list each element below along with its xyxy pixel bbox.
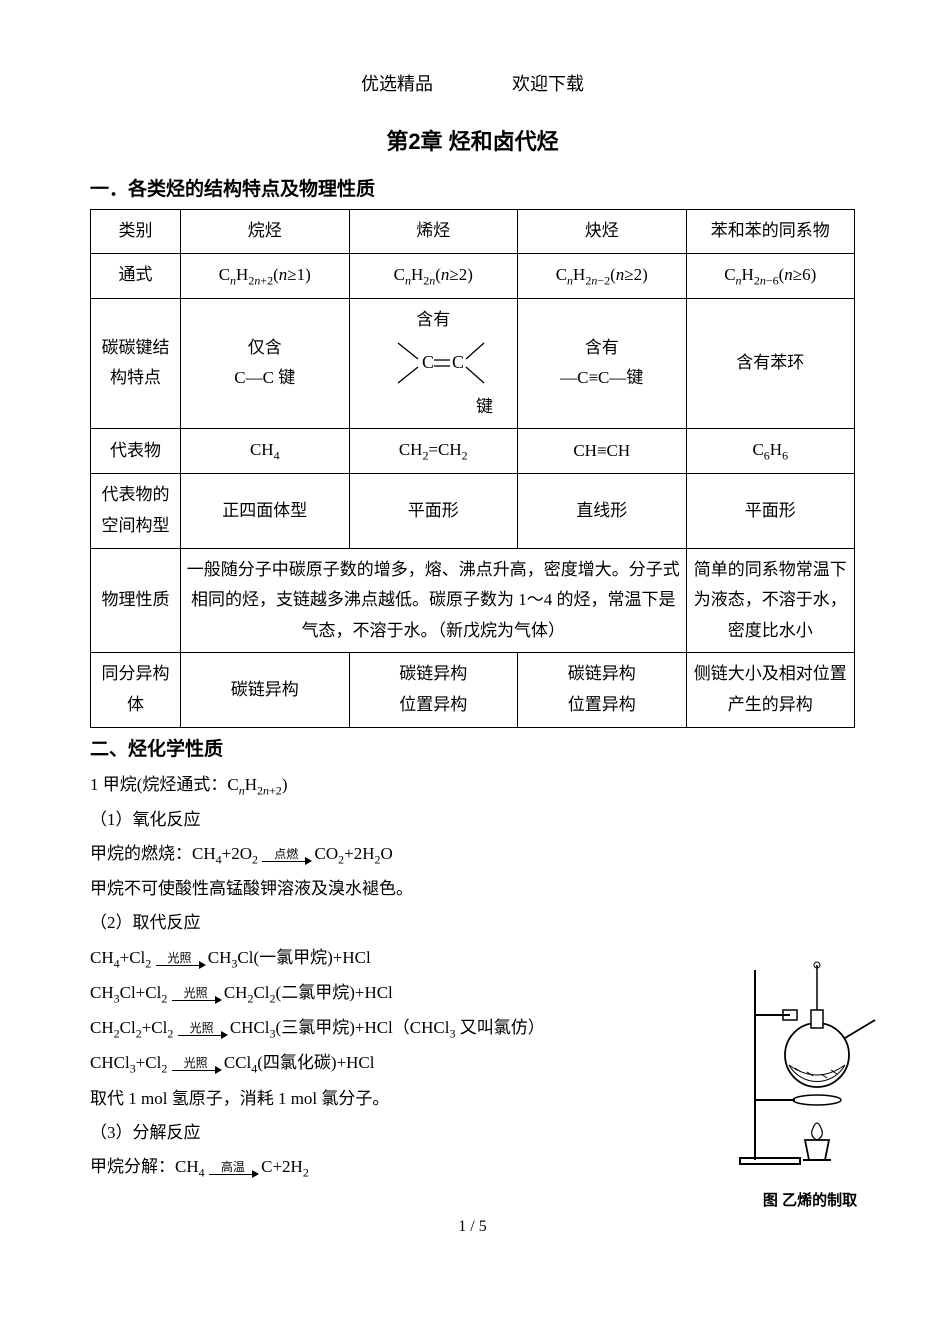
- text-line: 甲烷的燃烧：CH4+2O2 点燃 CO2+2H2O: [90, 838, 855, 871]
- double-bond-icon: C C: [378, 335, 488, 391]
- cell: 苯和苯的同系物: [686, 210, 855, 254]
- table-row: 碳碳键结构特点 仅含 C—C 键 含有 C C 键: [91, 298, 855, 429]
- cell: CnH2n−2(n≥2): [518, 253, 687, 298]
- cell: 平面形: [686, 474, 855, 548]
- cell: 简单的同系物常温下为液态，不溶于水，密度比水小: [686, 548, 855, 653]
- page-number: 1 / 5: [90, 1218, 855, 1236]
- header-left: 优选精品: [361, 70, 433, 96]
- svg-text:C: C: [422, 352, 434, 372]
- table-row: 同分异构体 碳链异构 碳链异构位置异构 碳链异构位置异构 侧链大小及相对位置产生…: [91, 653, 855, 727]
- cell: 碳链异构: [181, 653, 350, 727]
- cell: 一般随分子中碳原子数的增多，熔、沸点升高，密度增大。分子式相同的烃，支链越多沸点…: [181, 548, 687, 653]
- cell: 含有 C C 键: [349, 298, 518, 429]
- page-header: 优选精品 欢迎下载: [90, 70, 855, 96]
- reaction-arrow-icon: 点燃: [262, 848, 310, 862]
- properties-table: 类别 烷烃 烯烃 炔烃 苯和苯的同系物 通式 CnH2n+2(n≥1) CnH2…: [90, 209, 855, 728]
- cell: 含有 —C≡C—键: [518, 298, 687, 429]
- text-line: （2）取代反应: [90, 907, 855, 939]
- cell-header: 代表物的空间构型: [91, 474, 181, 548]
- cell: CnH2n+2(n≥1): [181, 253, 350, 298]
- cell: 仅含 C—C 键: [181, 298, 350, 429]
- reaction-arrow-icon: 高温: [209, 1161, 257, 1175]
- table-row: 通式 CnH2n+2(n≥1) CnH2n(n≥2) CnH2n−2(n≥2) …: [91, 253, 855, 298]
- cell: CH≡CH: [518, 429, 687, 474]
- cell-header: 碳碳键结构特点: [91, 298, 181, 429]
- apparatus-caption: 图 乙烯的制取: [735, 1189, 885, 1210]
- header-right: 欢迎下载: [512, 70, 584, 96]
- table-row: 代表物 CH4 CH2=CH2 CH≡CH C6H6: [91, 429, 855, 474]
- text-line: 甲烷不可使酸性高锰酸钾溶液及溴水褪色。: [90, 873, 855, 905]
- cell-header: 同分异构体: [91, 653, 181, 727]
- section-1-title: 一．各类烃的结构特点及物理性质: [90, 174, 855, 201]
- cell: 烯烃: [349, 210, 518, 254]
- distillation-apparatus-icon: [735, 960, 885, 1180]
- text-line: 1 甲烷(烷烃通式：CnH2n+2): [90, 769, 855, 802]
- reaction-arrow-icon: 光照: [178, 1022, 226, 1036]
- svg-text:C: C: [452, 352, 464, 372]
- chapter-title: 第2章 烃和卤代烃: [90, 124, 855, 156]
- table-row: 代表物的空间构型 正四面体型 平面形 直线形 平面形: [91, 474, 855, 548]
- cell: 平面形: [349, 474, 518, 548]
- cell: 侧链大小及相对位置产生的异构: [686, 653, 855, 727]
- cell: 烷烃: [181, 210, 350, 254]
- cell: 含有苯环: [686, 298, 855, 429]
- cell: C6H6: [686, 429, 855, 474]
- cell: 碳链异构位置异构: [349, 653, 518, 727]
- cell: 正四面体型: [181, 474, 350, 548]
- reaction-arrow-icon: 光照: [156, 952, 204, 966]
- cell: 直线形: [518, 474, 687, 548]
- table-row: 类别 烷烃 烯烃 炔烃 苯和苯的同系物: [91, 210, 855, 254]
- cell-header: 通式: [91, 253, 181, 298]
- cell-header: 类别: [91, 210, 181, 254]
- cell: 碳链异构位置异构: [518, 653, 687, 727]
- reaction-arrow-icon: 光照: [172, 987, 220, 1001]
- cell: CH4: [181, 429, 350, 474]
- table-row: 物理性质 一般随分子中碳原子数的增多，熔、沸点升高，密度增大。分子式相同的烃，支…: [91, 548, 855, 653]
- reaction-arrow-icon: 光照: [172, 1057, 220, 1071]
- cell: CH2=CH2: [349, 429, 518, 474]
- cell-header: 物理性质: [91, 548, 181, 653]
- text-line: （1）氧化反应: [90, 804, 855, 836]
- cell-header: 代表物: [91, 429, 181, 474]
- section-2-title: 二、烃化学性质: [90, 734, 855, 761]
- cell: 炔烃: [518, 210, 687, 254]
- cell: CnH2n(n≥2): [349, 253, 518, 298]
- cell: CnH2n−6(n≥6): [686, 253, 855, 298]
- apparatus-figure: 图 乙烯的制取: [735, 960, 885, 1210]
